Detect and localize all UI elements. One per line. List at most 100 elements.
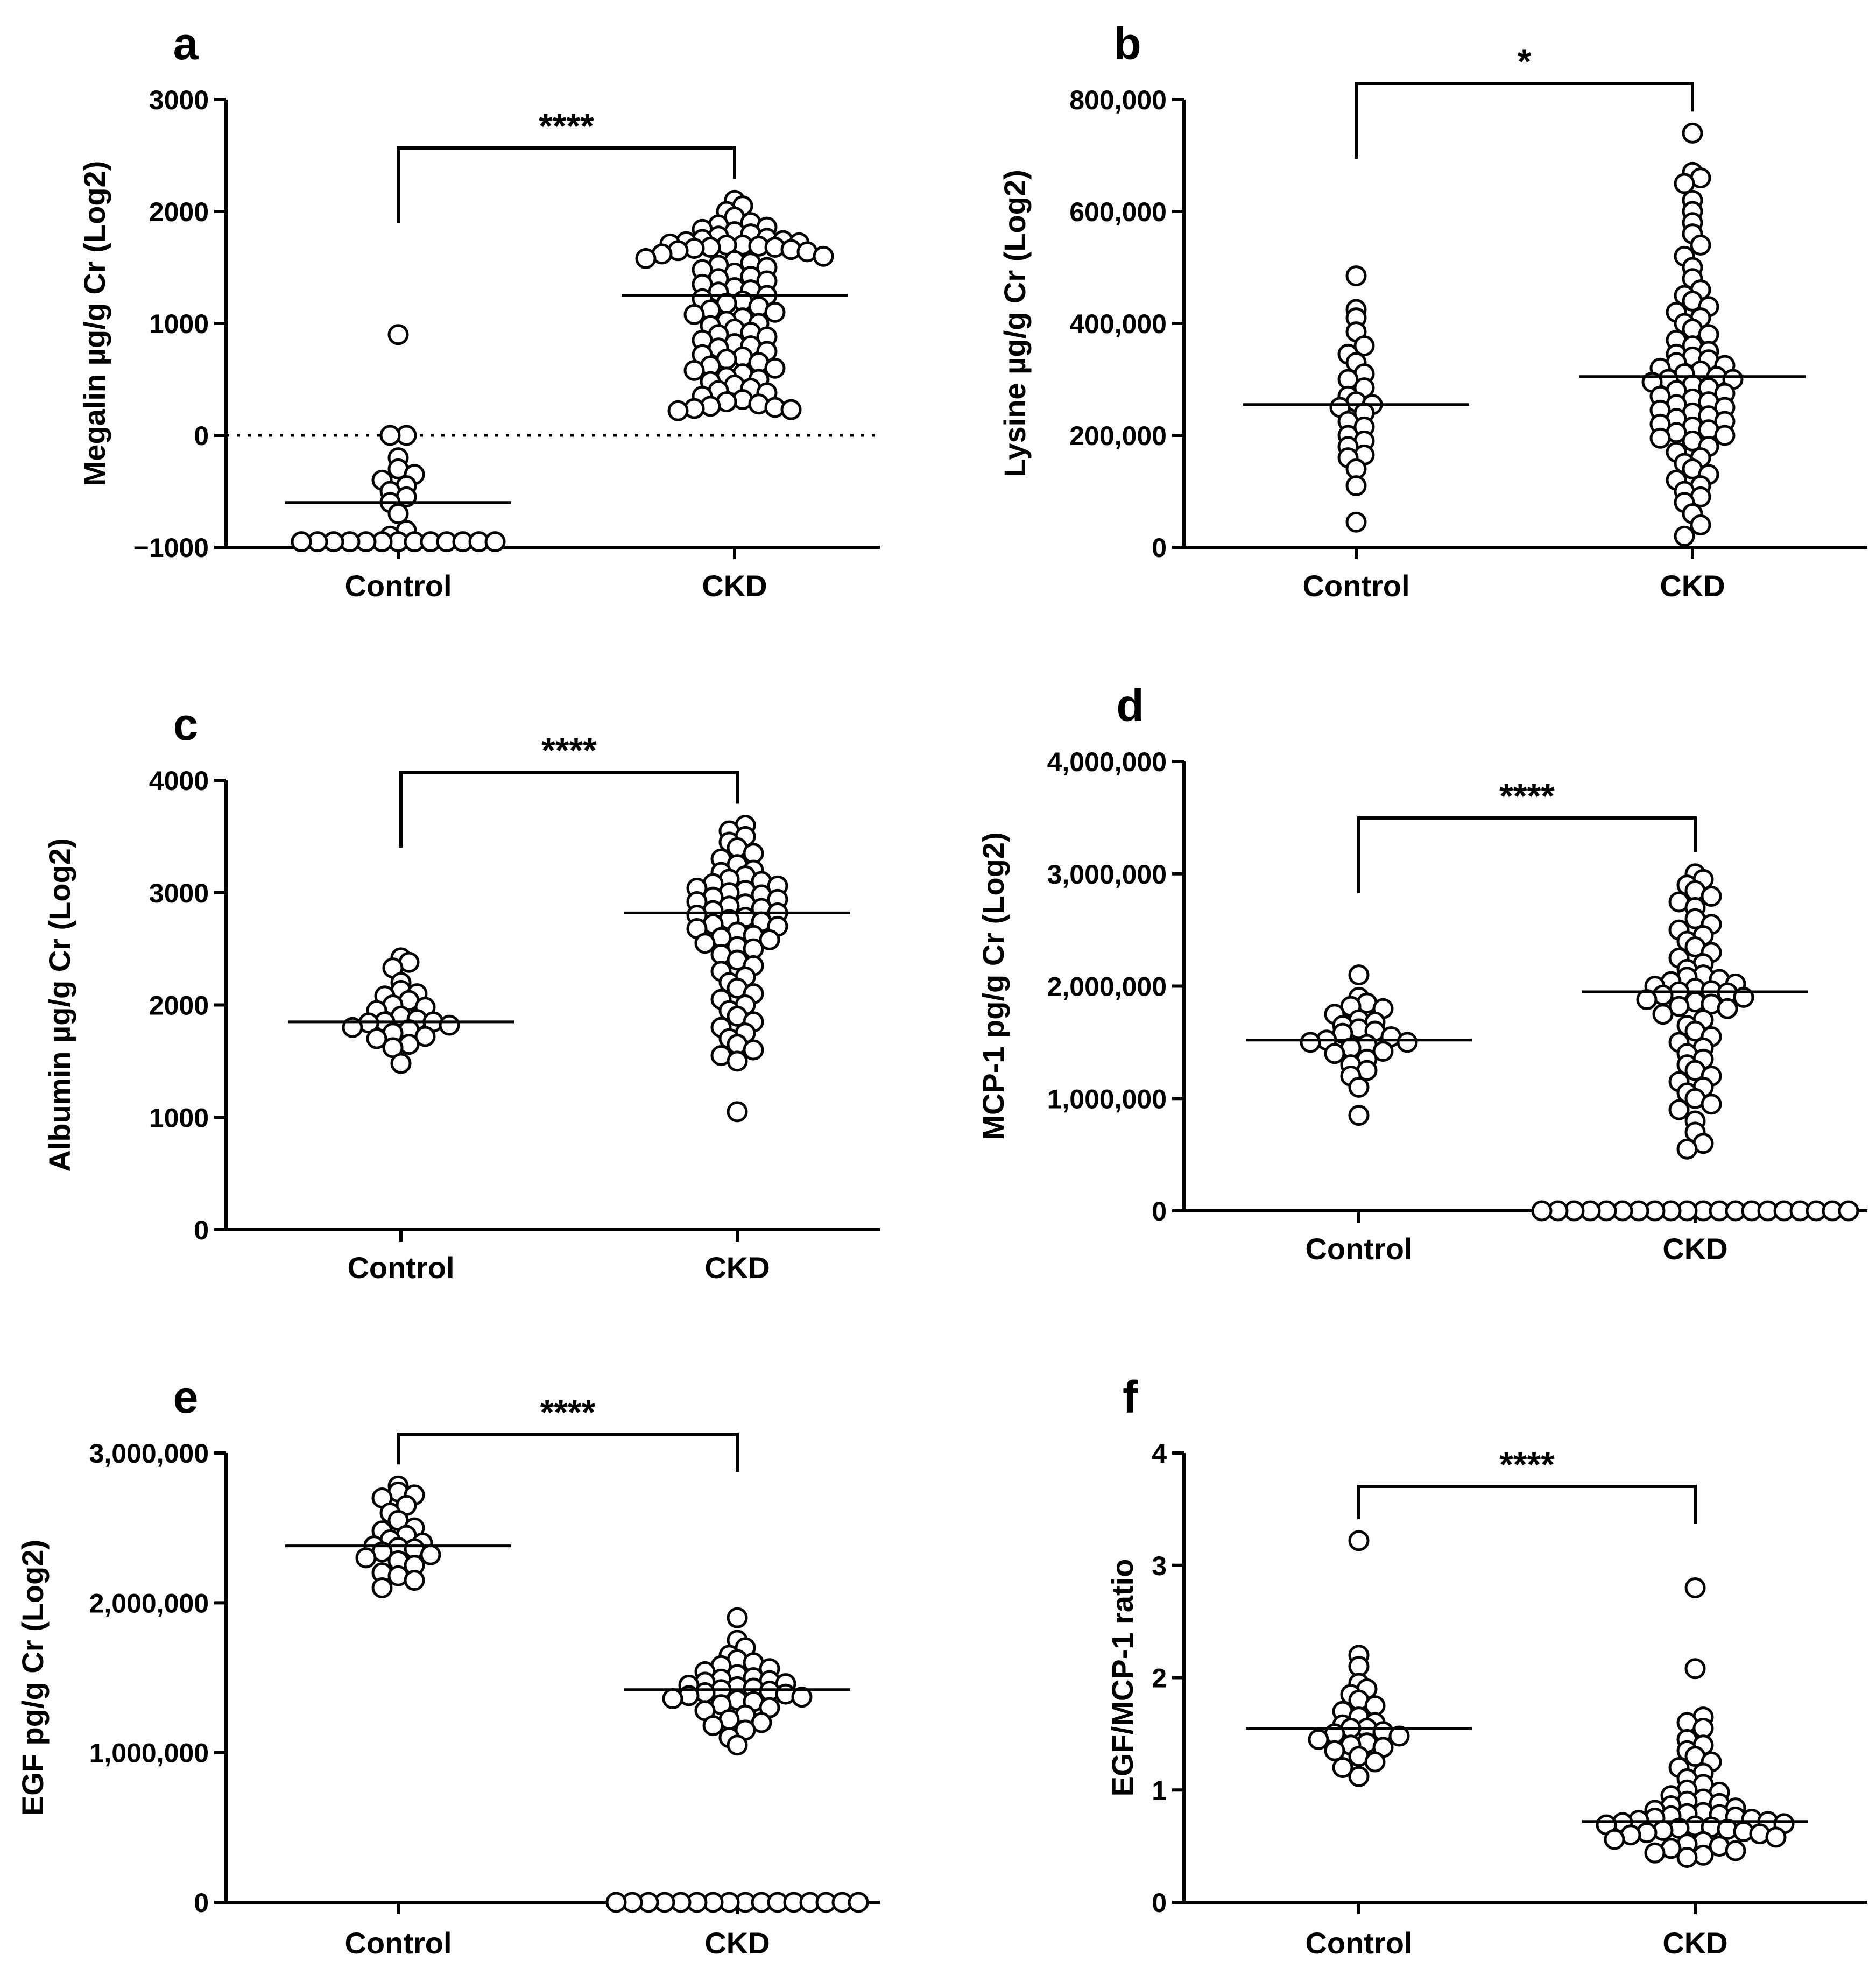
chart-panel-b: b 0 200,000 400,000 600,000 800,000 Control CKD… [998,18,1867,603]
data-point-ckd [1701,886,1722,907]
panel-letter: b [1113,18,1141,69]
data-point-ckd [727,1101,748,1123]
y-tick-label: 0 [1152,533,1167,563]
y-axis-title: Megalin µg/g Cr (Log2) [77,161,111,486]
panel-letter: f [1123,1372,1138,1422]
data-point-ckd [1636,989,1658,1011]
data-point-ckd [1668,1099,1690,1120]
data-point-ckd [791,1687,813,1708]
data-point-control [1300,1032,1321,1053]
data-point-control [1345,475,1367,497]
y-tick-label: 4,000,000 [1047,747,1167,777]
x-tick-label: CKD [702,569,767,603]
data-point-control [1332,1757,1353,1778]
data-point-control [439,1014,460,1036]
panel-letter: a [173,18,199,69]
y-tick-label: 2,000,000 [89,1588,209,1618]
x-tick-label: Control [344,1926,452,1960]
data-point-control [1348,1105,1370,1126]
data-point-control [1345,511,1367,533]
significance-label: **** [540,1392,596,1432]
data-point-control [1348,1766,1370,1787]
y-tick-label: 0 [194,1888,209,1918]
significance-label: **** [1499,1444,1555,1484]
y-tick-label: 3 [1152,1551,1167,1581]
data-point-ckd [743,1039,764,1061]
data-point-control [1388,1725,1410,1747]
x-tick-label: CKD [1662,1232,1727,1266]
data-point-ckd [1690,514,1711,535]
data-point-ckd [848,1892,869,1913]
significance-label: **** [541,730,597,770]
y-tick-label: 800,000 [1069,85,1167,115]
data-point-ckd [1717,998,1738,1019]
data-point-control [1348,1076,1370,1098]
x-tick-label: CKD [704,1926,770,1960]
data-point-control [387,324,409,345]
data-point-ckd [1676,1138,1698,1160]
significance-bracket [397,146,736,223]
data-point-control [371,1577,393,1598]
data-point-control [379,425,401,446]
data-point-ckd [813,245,834,267]
data-point-ckd [759,929,780,950]
y-axis-title: EGF/MCP-1 ratio [1105,1559,1139,1797]
data-point-ckd [1674,173,1695,194]
data-point-ckd [1676,1847,1698,1868]
data-point-control [484,531,506,553]
data-point-ckd [694,933,716,954]
x-tick-label: CKD [704,1251,770,1285]
data-point-control [355,1547,377,1569]
data-point-ckd [683,359,705,381]
y-tick-label: 0 [194,1215,209,1245]
panel-letter: e [173,1372,199,1422]
data-point-control [1324,1043,1345,1064]
x-tick-label: CKD [1660,569,1725,603]
y-tick-label: 3000 [149,85,209,115]
y-axis-title: Lysine µg/g Cr (Log2) [998,170,1032,477]
data-point-control [420,1544,441,1565]
y-tick-label: 4 [1152,1438,1167,1469]
significance-bracket [1355,82,1694,159]
y-tick-label: 1000 [149,1103,209,1133]
x-tick-label: Control [344,569,452,603]
data-point-ckd [1765,1826,1787,1848]
data-point-ckd [667,400,689,421]
y-tick-label: 2,000,000 [1047,972,1167,1002]
data-point-ckd [635,248,657,269]
y-tick-label: 2 [1152,1663,1167,1694]
x-tick-label: Control [1305,1232,1412,1266]
chart-panel-a: a −1000 0 1000 2000 3000 Control CKD Megalin µg/… [77,18,880,603]
data-point-ckd [1682,122,1703,144]
x-tick-label: CKD [1662,1926,1727,1960]
chart-panel-e: e 0 1,000,000 2,000,000 3,000,000 Control CKD E… [16,1372,880,1960]
data-point-ckd [605,1892,627,1913]
significance-bracket [1357,816,1697,893]
significance-label: * [1518,41,1532,81]
data-point-ckd [1701,1094,1722,1115]
y-axis-title: EGF pg/g Cr (Log2) [16,1540,50,1816]
data-point-control [404,1570,425,1591]
y-tick-label: 2000 [149,991,209,1021]
y-tick-label: −1000 [133,533,209,563]
y-tick-label: 3000 [149,878,209,908]
data-point-ckd [1531,1200,1553,1222]
y-tick-label: 4000 [149,766,209,796]
significance-label: **** [539,106,594,146]
significance-label: **** [1499,776,1555,816]
panel-letter: c [173,699,199,750]
data-point-ckd [683,304,705,325]
x-tick-label: Control [347,1251,454,1285]
y-tick-label: 1 [1152,1775,1167,1805]
y-tick-label: 0 [1152,1888,1167,1918]
data-point-ckd [1714,425,1736,446]
data-point-ckd [764,357,786,379]
y-tick-label: 1000 [149,309,209,339]
y-tick-label: 400,000 [1069,309,1167,339]
y-tick-label: 0 [194,421,209,451]
significance-bracket [399,771,739,848]
data-point-ckd [764,301,786,323]
data-point-ckd [727,1607,748,1628]
data-point-control [1308,1729,1329,1750]
data-point-ckd [1725,1840,1746,1861]
